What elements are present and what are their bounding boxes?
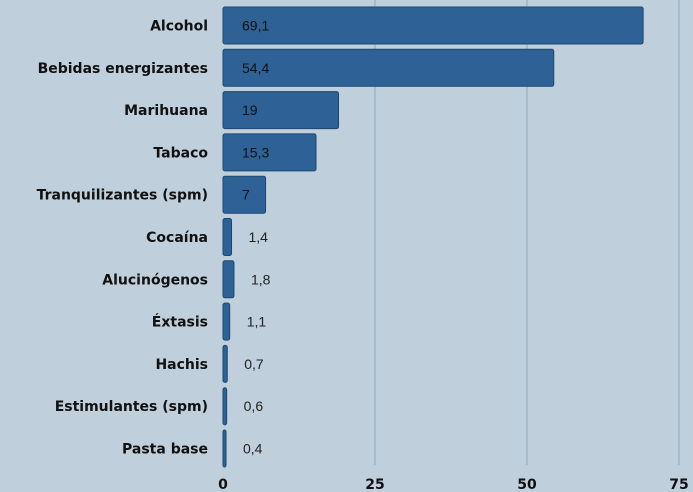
- bar: [222, 344, 228, 383]
- value-label: 0,6: [244, 398, 264, 414]
- bar: [222, 218, 233, 256]
- category-label: Pasta base: [122, 442, 208, 458]
- bar: [222, 175, 267, 214]
- value-label: 1,4: [249, 229, 269, 245]
- bar: [222, 133, 317, 172]
- labels: 0 25 50 75 Alcohol 69,1 Bebidas energizantes 54…: [37, 18, 689, 492]
- bar: [222, 6, 644, 45]
- x-tick-label: 50: [517, 477, 537, 492]
- x-tick-label: 75: [669, 477, 688, 492]
- category-label: Bebidas energizantes: [38, 61, 208, 77]
- category-label: Éxtasis: [152, 314, 208, 331]
- bar: [222, 302, 231, 341]
- value-label: 69,1: [242, 18, 269, 34]
- category-label: Tranquilizantes (spm): [37, 188, 208, 204]
- bar: [222, 429, 227, 468]
- value-label: 0,4: [243, 441, 263, 457]
- category-label: Hachis: [155, 357, 208, 373]
- bar: [222, 48, 555, 87]
- bar: [222, 387, 228, 426]
- value-label: 15,3: [242, 144, 269, 160]
- category-label: Estimulantes (spm): [55, 399, 208, 415]
- value-label: 1,1: [247, 314, 267, 330]
- value-label: 0,7: [244, 356, 264, 372]
- bars: [222, 6, 644, 468]
- x-tick-label: 25: [365, 477, 384, 492]
- category-label: Cocaína: [146, 230, 208, 246]
- value-label: 54,4: [242, 60, 269, 76]
- value-label: 19: [242, 102, 258, 118]
- category-label: Alcohol: [150, 19, 208, 35]
- category-label: Alucinógenos: [102, 272, 208, 288]
- bar: [222, 260, 235, 299]
- x-tick-label: 0: [218, 477, 228, 492]
- category-label: Tabaco: [153, 145, 208, 161]
- category-label: Marihuana: [124, 103, 208, 119]
- value-label: 1,8: [251, 271, 271, 287]
- value-label: 7: [242, 187, 250, 203]
- bar: [222, 91, 340, 130]
